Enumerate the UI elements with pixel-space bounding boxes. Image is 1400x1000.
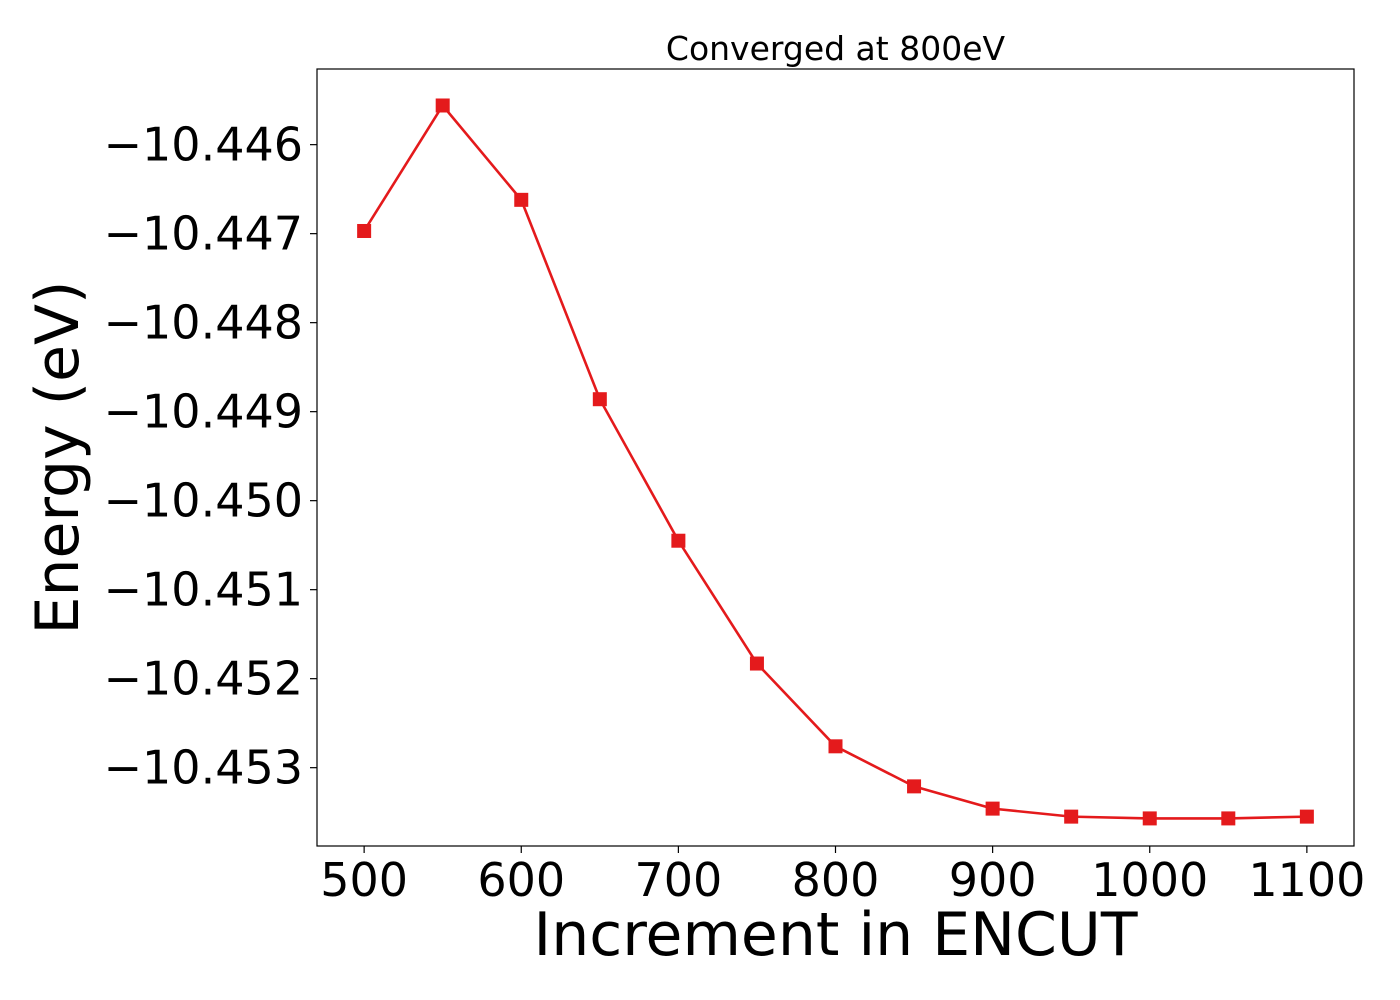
chart-title: Converged at 800eV	[666, 29, 1006, 68]
y-tick-label: −10.450	[104, 474, 304, 528]
y-tick-label: −10.449	[104, 385, 304, 439]
x-tick-label: 1000	[1091, 853, 1208, 907]
y-tick-label: −10.453	[104, 741, 304, 795]
data-point-marker	[671, 533, 686, 548]
data-point-marker	[1142, 811, 1157, 826]
y-tick-label: −10.446	[104, 118, 304, 172]
x-tick-label: 800	[792, 853, 880, 907]
data-point-marker	[357, 223, 372, 238]
data-point-marker	[592, 392, 607, 407]
data-point-marker	[1221, 811, 1236, 826]
data-point-marker	[1299, 809, 1314, 824]
y-axis: −10.446 −10.447 −10.448 −10.449 −10.450 −10.4…	[104, 118, 317, 795]
x-tick-label: 1100	[1248, 853, 1365, 907]
x-tick-label: 900	[949, 853, 1037, 907]
y-tick-label: −10.451	[104, 563, 304, 617]
series-layer	[357, 98, 1314, 826]
data-point-marker	[435, 98, 450, 113]
y-tick-label: −10.452	[104, 652, 304, 706]
x-axis-title: Increment in ENCUT	[534, 900, 1138, 970]
data-point-marker	[907, 779, 922, 794]
x-tick-label: 700	[634, 853, 722, 907]
y-axis-title: Energy (eV)	[23, 281, 93, 635]
data-point-marker	[749, 656, 764, 671]
x-tick-label: 500	[320, 853, 408, 907]
data-point-marker	[1064, 809, 1079, 824]
data-point-marker	[985, 801, 1000, 816]
y-tick-label: −10.448	[104, 296, 304, 350]
y-tick-label: −10.447	[104, 207, 304, 261]
plot-area: 500 600 700 800 900 1000 1100 −10.446−10.447−1…	[104, 68, 1365, 907]
x-axis: 500 600 700 800 900 1000 1100	[320, 846, 1365, 907]
data-point-marker	[828, 739, 843, 754]
x-tick-label: 600	[477, 853, 565, 907]
data-point-marker	[514, 192, 529, 207]
